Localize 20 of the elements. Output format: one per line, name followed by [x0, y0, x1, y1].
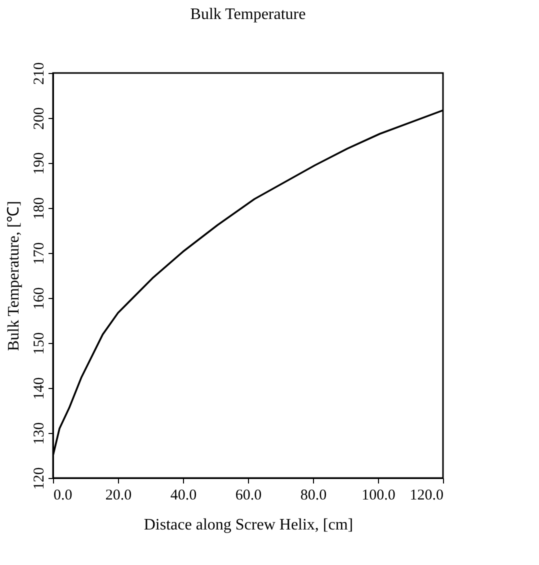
x-tick-label: 80.0 — [300, 488, 327, 504]
x-axis-title: Distace along Screw Helix, [cm] — [144, 516, 354, 534]
y-axis-title: Bulk Temperature, [℃] — [6, 200, 22, 352]
y-tick-label: 180 — [32, 197, 48, 220]
y-tick-label: 160 — [32, 287, 48, 310]
chart-title: Bulk Temperature — [190, 6, 306, 23]
x-tick-label: 60.0 — [235, 488, 262, 504]
x-tick-label: 40.0 — [170, 488, 197, 504]
y-tick-label: 130 — [32, 422, 48, 445]
y-tick-label: 200 — [32, 107, 48, 130]
y-tick-label: 120 — [32, 467, 48, 490]
y-tick-label: 210 — [32, 62, 48, 85]
x-tick-label: 100.0 — [362, 488, 396, 504]
x-tick-label: 0.0 — [54, 488, 72, 504]
x-tick-label: 120.0 — [410, 488, 444, 504]
y-tick-label: 140 — [32, 377, 48, 400]
y-tick-label: 170 — [32, 242, 48, 265]
y-tick-label: 150 — [32, 332, 48, 355]
x-tick-label: 20.0 — [105, 488, 132, 504]
y-tick-label: 190 — [32, 152, 48, 175]
